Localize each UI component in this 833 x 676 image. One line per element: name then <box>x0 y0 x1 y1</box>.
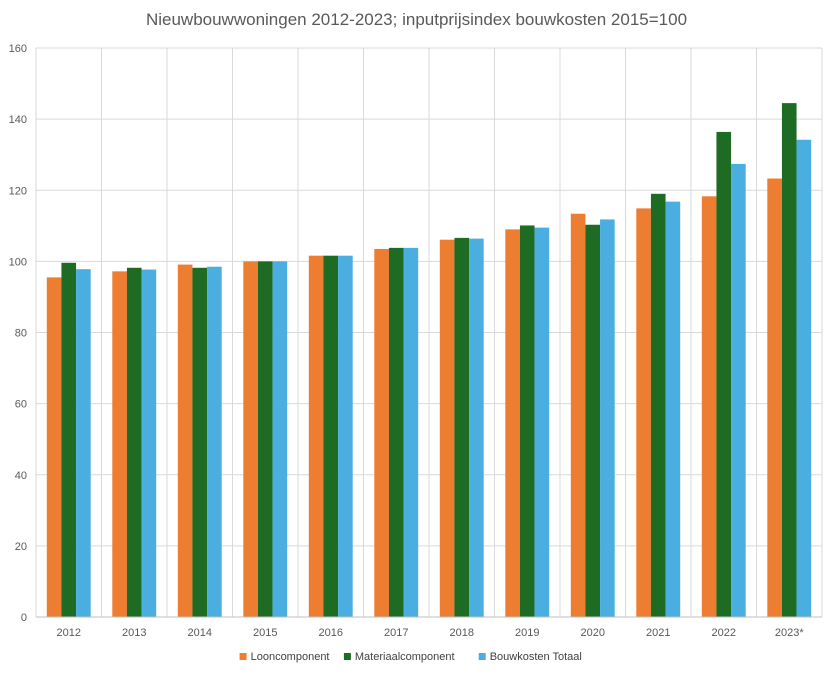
x-tick-label: 2021 <box>646 627 670 639</box>
bar-looncomponent <box>243 261 258 617</box>
bar-materiaalcomponent <box>192 267 208 617</box>
x-tick-label: 2017 <box>384 627 408 639</box>
legend-label: Bouwkosten Totaal <box>490 651 582 663</box>
bar-materiaalcomponent <box>257 261 273 617</box>
legend-swatch <box>239 653 247 660</box>
bar-looncomponent <box>439 239 455 617</box>
x-tick-label: 2019 <box>515 627 539 639</box>
y-tick-label: 0 <box>21 612 27 624</box>
bar-bouwkosten-totaal <box>272 261 288 617</box>
bar-bouwkosten-totaal <box>600 219 615 617</box>
bar-bouwkosten-totaal <box>141 269 157 617</box>
bar-looncomponent <box>767 178 782 617</box>
y-tick-label: 60 <box>15 399 27 411</box>
x-tick-label: 2015 <box>253 627 277 639</box>
bar-bouwkosten-totaal <box>338 255 353 617</box>
x-tick-label: 2012 <box>57 627 81 639</box>
y-tick-label: 20 <box>15 541 27 553</box>
bar-bouwkosten-totaal <box>207 266 222 617</box>
x-tick-label: 2023* <box>775 627 804 639</box>
bar-looncomponent <box>505 229 520 617</box>
y-tick-label: 120 <box>9 185 27 197</box>
bar-looncomponent <box>308 255 324 617</box>
bar-looncomponent <box>374 248 389 617</box>
bar-bouwkosten-totaal <box>76 269 91 617</box>
bar-looncomponent <box>46 277 62 617</box>
bar-bouwkosten-totaal <box>403 247 419 617</box>
bar-materiaalcomponent <box>781 103 797 617</box>
y-tick-label: 140 <box>9 114 27 126</box>
bar-materiaalcomponent <box>716 131 732 618</box>
bar-looncomponent <box>701 196 717 617</box>
y-tick-label: 160 <box>9 43 27 55</box>
bar-bouwkosten-totaal <box>534 227 550 617</box>
x-tick-label: 2020 <box>581 627 605 639</box>
y-tick-label: 40 <box>15 470 27 482</box>
bar-materiaalcomponent <box>323 255 339 617</box>
bar-bouwkosten-totaal <box>731 163 746 617</box>
legend-label: Materiaalcomponent <box>355 651 455 663</box>
x-tick-label: 2022 <box>712 627 736 639</box>
bar-materiaalcomponent <box>519 225 535 617</box>
bar-looncomponent <box>636 208 651 617</box>
legend-label: Looncomponent <box>251 651 330 663</box>
bar-materiaalcomponent <box>585 224 601 618</box>
bar-materiaalcomponent <box>454 237 470 617</box>
x-tick-label: 2013 <box>122 627 146 639</box>
legend-swatch <box>343 653 351 660</box>
x-tick-label: 2014 <box>188 627 212 639</box>
x-tick-label: 2016 <box>319 627 343 639</box>
bar-materiaalcomponent <box>388 247 404 617</box>
bar-materiaalcomponent <box>126 267 142 617</box>
bar-looncomponent <box>112 271 127 617</box>
bar-looncomponent <box>177 264 193 617</box>
chart-title: Nieuwbouwwoningen 2012-2023; inputprijsi… <box>145 10 688 29</box>
y-tick-label: 80 <box>15 328 27 340</box>
x-tick-label: 2018 <box>450 627 474 639</box>
bar-bouwkosten-totaal <box>796 139 812 617</box>
legend-swatch <box>478 653 486 660</box>
bar-bouwkosten-totaal <box>665 201 681 617</box>
y-tick-label: 100 <box>9 256 27 268</box>
bar-looncomponent <box>570 213 586 617</box>
bar-materiaalcomponent <box>61 262 77 617</box>
bar-bouwkosten-totaal <box>469 238 484 618</box>
bar-materiaalcomponent <box>650 193 666 617</box>
